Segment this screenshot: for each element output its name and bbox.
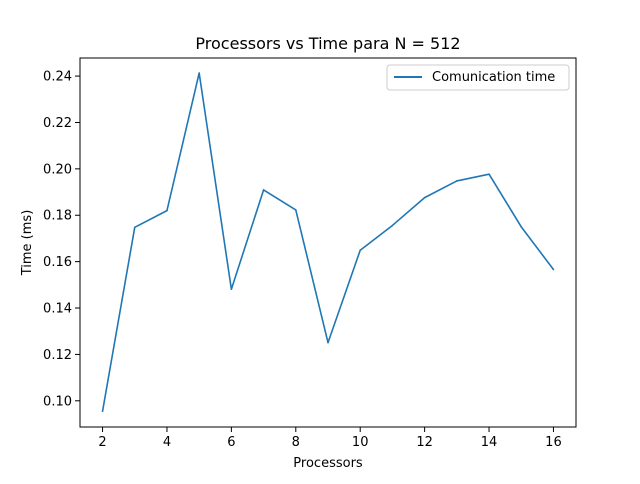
data-point [520, 226, 523, 228]
data-point [552, 268, 555, 271]
x-tick-label: 16 [545, 435, 562, 450]
chart-title: Processors vs Time para N = 512 [195, 34, 460, 53]
data-point [327, 341, 329, 344]
data-point [262, 189, 265, 191]
legend-box [386, 64, 570, 91]
data-point [198, 72, 200, 74]
data-point [456, 180, 458, 182]
legend-entry-label: Comunication time [432, 70, 555, 85]
data-point [359, 249, 362, 252]
y-tick-label: 0.22 [43, 116, 72, 131]
plot-frame [79, 57, 577, 428]
data-point [133, 226, 136, 229]
y-tick-label: 0.12 [43, 348, 72, 363]
y-tick-label: 0.18 [43, 209, 72, 224]
data-point [488, 173, 490, 175]
legend: Comunication time [386, 64, 570, 91]
data-point [391, 224, 394, 227]
y-tick-label: 0.14 [43, 302, 72, 317]
x-tick-label: 2 [98, 435, 106, 450]
x-tick-label: 10 [352, 435, 369, 450]
data-point [101, 410, 104, 413]
y-tick-label: 0.16 [43, 255, 72, 270]
x-tick-label: 12 [416, 435, 433, 450]
data-point [423, 196, 426, 199]
y-tick-label: 0.20 [43, 162, 72, 177]
x-tick-label: 8 [292, 435, 300, 450]
data-point [230, 288, 233, 291]
y-axis-label: Time (ms) [20, 210, 35, 277]
data-point [166, 209, 168, 212]
data-point [294, 209, 297, 211]
x-tick-label: 4 [163, 435, 171, 450]
x-tick-label: 14 [481, 435, 498, 450]
x-tick-label: 6 [227, 435, 235, 450]
y-tick-label: 0.24 [43, 70, 72, 85]
y-tick-label: 0.10 [43, 394, 72, 409]
x-axis-label: Processors [293, 456, 363, 471]
